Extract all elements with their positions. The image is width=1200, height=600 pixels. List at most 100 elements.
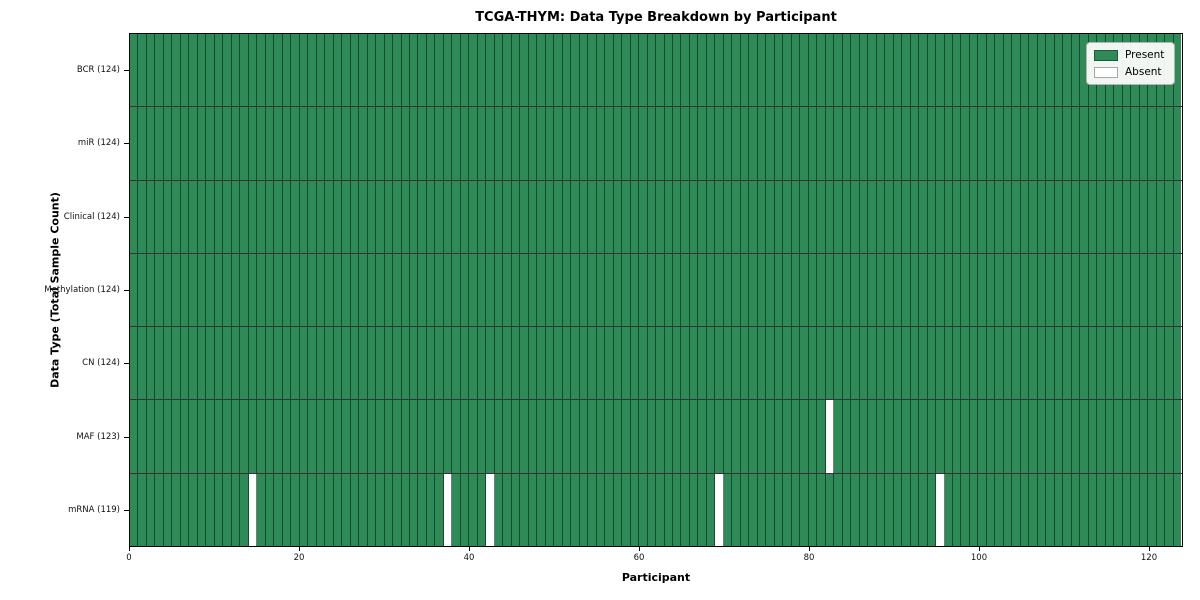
heatmap-cell: [418, 473, 427, 546]
y-tick-mark: [124, 510, 129, 512]
heatmap-cell: [333, 400, 343, 473]
heatmap-cell: [214, 473, 224, 546]
heatmap-cell: [393, 400, 402, 473]
heatmap-cell-absent: [936, 473, 945, 546]
heatmap-cell: [774, 107, 784, 180]
heatmap-cell: [138, 34, 147, 107]
heatmap-cell: [944, 180, 953, 253]
heatmap-cell: [656, 34, 665, 107]
heatmap-cell: [808, 34, 818, 107]
heatmap-cell: [138, 253, 147, 327]
legend-swatch-icon: [1094, 66, 1118, 78]
heatmap-cell: [579, 400, 589, 473]
heatmap-cell: [919, 473, 928, 546]
heatmap-cell: [1122, 473, 1132, 546]
heatmap-cell: [834, 34, 843, 107]
heatmap-cell: [859, 107, 869, 180]
heatmap-cell: [664, 327, 673, 400]
heatmap-cell: [664, 253, 673, 327]
heatmap-cell: [1122, 107, 1132, 180]
heatmap-cell: [223, 34, 232, 107]
heatmap-cell: [647, 473, 657, 546]
heatmap-cell: [155, 107, 164, 180]
heatmap-cell: [902, 107, 911, 180]
heatmap-cell: [342, 400, 351, 473]
heatmap-cell: [1054, 327, 1064, 400]
heatmap-cell: [757, 107, 767, 180]
heatmap-cell: [605, 400, 614, 473]
heatmap-cell: [893, 473, 903, 546]
heatmap-cell: [902, 34, 911, 107]
heatmap-cell: [664, 107, 673, 180]
heatmap-cell: [749, 473, 758, 546]
heatmap-cell: [486, 327, 495, 400]
heatmap-cell: [138, 327, 147, 400]
heatmap-cell: [1156, 107, 1166, 180]
heatmap-cell: [969, 34, 979, 107]
heatmap-cell: [1029, 253, 1038, 327]
heatmap-cell: [749, 253, 758, 327]
heatmap-cell: [1148, 107, 1157, 180]
heatmap-cell: [910, 107, 920, 180]
heatmap-cell: [689, 473, 699, 546]
heatmap-cell: [469, 473, 478, 546]
heatmap-cell: [715, 400, 724, 473]
heatmap-cell: [978, 107, 987, 180]
heatmap-cell: [851, 253, 860, 327]
heatmap-cell: [477, 253, 487, 327]
heatmap-cell: [757, 253, 767, 327]
heatmap-cell: [1063, 473, 1072, 546]
heatmap-cell: [460, 34, 470, 107]
heatmap-cell: [859, 34, 869, 107]
x-tick-mark: [129, 547, 130, 551]
heatmap-cell: [206, 400, 215, 473]
heatmap-cell: [1139, 327, 1149, 400]
y-tick-label: Clinical (124): [63, 211, 120, 222]
heatmap-cell: [350, 34, 360, 107]
heatmap-cell: [494, 400, 504, 473]
heatmap-cell: [986, 180, 996, 253]
heatmap-cell: [172, 400, 181, 473]
heatmap-cell: [944, 473, 953, 546]
heatmap-cell: [257, 253, 266, 327]
heatmap-cell: [562, 327, 572, 400]
heatmap-cell: [706, 253, 716, 327]
heatmap-cell: [673, 253, 682, 327]
heatmap-cell: [723, 473, 733, 546]
heatmap-cell: [893, 253, 903, 327]
heatmap-cell: [223, 473, 232, 546]
heatmap-cell: [936, 34, 945, 107]
heatmap-cell: [910, 473, 920, 546]
heatmap-cell: [223, 253, 232, 327]
heatmap-cell: [689, 400, 699, 473]
heatmap-cell: [596, 327, 606, 400]
heatmap-cell: [715, 34, 724, 107]
heatmap-cell: [579, 473, 589, 546]
heatmap-cell: [214, 107, 224, 180]
heatmap-cell: [1097, 180, 1106, 253]
heatmap-cell: [231, 253, 241, 327]
heatmap-cell: [477, 34, 487, 107]
heatmap-cell: [248, 400, 258, 473]
heatmap-cell: [291, 473, 300, 546]
heatmap-cell: [944, 253, 953, 327]
heatmap-cell-absent: [715, 473, 724, 546]
heatmap-cell: [367, 327, 377, 400]
heatmap-cell: [214, 327, 224, 400]
heatmap-cell: [681, 400, 690, 473]
heatmap-cell: [596, 107, 606, 180]
heatmap-cell: [554, 253, 563, 327]
heatmap-cell: [936, 253, 945, 327]
heatmap-cell: [359, 473, 368, 546]
heatmap-cell: [588, 180, 597, 253]
heatmap-cell: [732, 180, 741, 253]
heatmap-cell: [1003, 473, 1013, 546]
heatmap-cell: [316, 180, 326, 253]
x-tick-label: 0: [126, 553, 132, 563]
heatmap-cell: [1063, 400, 1072, 473]
heatmap-cell: [808, 180, 818, 253]
heatmap-cell: [240, 180, 249, 253]
heatmap-cell: [299, 253, 309, 327]
heatmap-cell: [579, 180, 589, 253]
heatmap-cell: [783, 34, 792, 107]
